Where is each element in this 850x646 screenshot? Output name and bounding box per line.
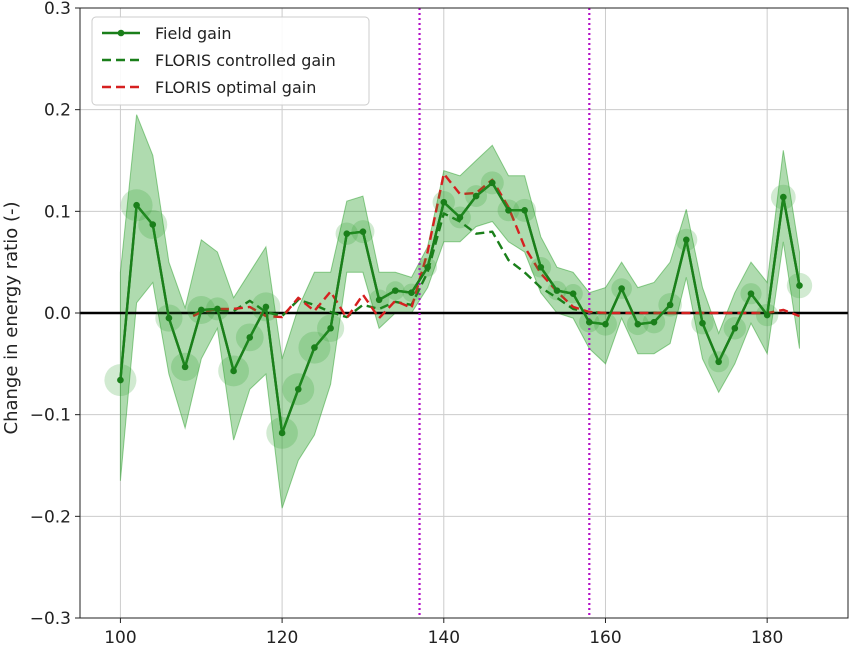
field-gain-point bbox=[456, 214, 464, 221]
field-gain-point bbox=[343, 230, 351, 237]
y-tick-label: 0.1 bbox=[44, 202, 71, 222]
y-tick-label: −0.1 bbox=[30, 406, 71, 426]
legend-label: Field gain bbox=[155, 24, 232, 43]
field-gain-point bbox=[117, 376, 124, 384]
field-gain-point bbox=[586, 318, 593, 326]
y-axis-label: Change in energy ratio (-) bbox=[1, 202, 22, 435]
field-gain-point bbox=[278, 429, 286, 437]
field-gain-point bbox=[327, 324, 334, 332]
field-gain-point bbox=[731, 324, 739, 332]
field-gain-point bbox=[440, 198, 448, 206]
legend-box bbox=[91, 16, 370, 106]
x-tick-label: 100 bbox=[104, 628, 136, 646]
field-gain-point bbox=[505, 207, 512, 214]
floris-optimal-gain-line bbox=[192, 172, 800, 320]
field-gain-point bbox=[391, 287, 399, 294]
x-tick-label: 180 bbox=[751, 628, 783, 646]
field-gain-point bbox=[230, 367, 237, 375]
field-gain-point bbox=[763, 311, 771, 319]
field-gain-point bbox=[569, 290, 577, 297]
field-gain-point bbox=[650, 318, 658, 326]
y-tick-label: 0.3 bbox=[44, 0, 71, 19]
x-tick-label: 120 bbox=[266, 628, 298, 646]
field-gain-point bbox=[537, 263, 545, 271]
legend-label: FLORIS controlled gain bbox=[155, 51, 336, 70]
axis-ticks: 100 120 140 160 180 −0.3 −0.2 −0.1 0.0 0.1 0.2 0.3 bbox=[30, 0, 784, 646]
field-gain-point bbox=[311, 344, 318, 351]
field-gain-point bbox=[618, 285, 625, 292]
field-gain-point bbox=[262, 303, 270, 311]
field-gain-point bbox=[683, 236, 690, 244]
data-points bbox=[104, 171, 813, 449]
field-gain-point bbox=[666, 301, 674, 309]
field-gain-point bbox=[294, 385, 302, 393]
field-gain-point bbox=[375, 296, 383, 304]
field-gain-point bbox=[359, 228, 367, 235]
y-tick-label: −0.3 bbox=[30, 609, 71, 629]
field-gain-point bbox=[472, 192, 480, 200]
field-gain-point bbox=[133, 201, 140, 209]
legend-label: FLORIS optimal gain bbox=[155, 78, 316, 97]
legend-marker bbox=[117, 29, 125, 37]
y-tick-label: 0.2 bbox=[44, 101, 71, 121]
field-gain-point bbox=[181, 363, 189, 371]
field-gain-point bbox=[553, 287, 561, 294]
x-tick-label: 160 bbox=[589, 628, 621, 646]
field-gain-point bbox=[165, 314, 173, 322]
legend: Field gain FLORIS controlled gain FLORIS o… bbox=[91, 16, 370, 106]
x-tick-label: 140 bbox=[428, 628, 460, 646]
field-gain-point bbox=[246, 334, 254, 341]
field-gain-point bbox=[488, 179, 496, 187]
field-gain-point bbox=[780, 193, 787, 201]
field-gain-point bbox=[408, 289, 415, 296]
field-gain-point bbox=[796, 282, 803, 289]
field-gain-point bbox=[699, 319, 706, 327]
field-gain-point bbox=[149, 221, 157, 228]
field-gain-point bbox=[602, 320, 609, 328]
field-gain-point bbox=[747, 290, 755, 297]
field-gain-point bbox=[214, 305, 221, 313]
field-gain-point bbox=[424, 263, 431, 271]
y-tick-label: 0.0 bbox=[44, 304, 71, 324]
field-gain-point bbox=[521, 207, 528, 214]
y-tick-label: −0.2 bbox=[30, 507, 71, 527]
field-gain-point bbox=[715, 358, 722, 366]
field-gain-point bbox=[197, 306, 205, 314]
field-gain-point bbox=[634, 320, 642, 328]
